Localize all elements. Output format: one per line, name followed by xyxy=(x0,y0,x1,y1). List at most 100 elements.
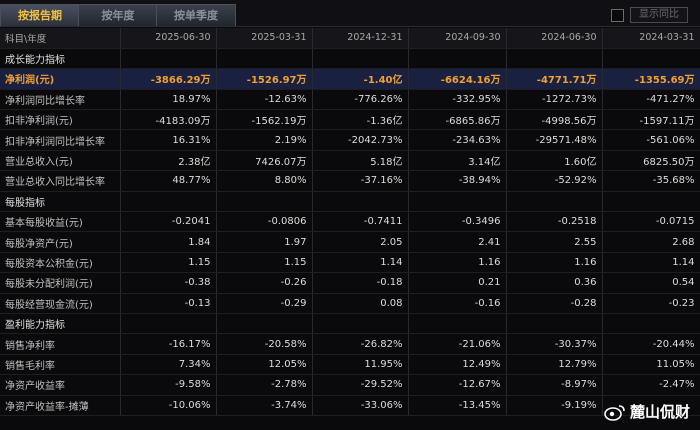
table-cell xyxy=(120,191,217,213)
table-row[interactable]: 营业总收入(元) 2.38亿 7426.07万 5.18亿 3.14亿 1.60亿 6825… xyxy=(0,150,700,172)
table-cell: 1.60亿 xyxy=(506,150,603,172)
table-cell: 12.05% xyxy=(216,354,313,376)
table-cell: 0.36 xyxy=(506,272,603,294)
table-cell: 1.97 xyxy=(216,231,313,253)
tab-by-report-period[interactable]: 按报告期 xyxy=(0,4,80,26)
table-row[interactable]: 扣非净利润(元) -4183.09万 -1562.19万 -1.36亿 -6865.86… xyxy=(0,109,700,131)
table-cell: -20.44% xyxy=(602,333,700,355)
table-cell: -0.38 xyxy=(120,272,217,294)
row-label: 销售净利率 xyxy=(0,333,121,355)
table-row[interactable]: 净利润(元) -3866.29万 -1526.97万 -1.40亿 -6624.16万 -… xyxy=(0,68,700,90)
table-cell: 2.38亿 xyxy=(120,150,217,172)
table-row[interactable]: 销售净利率 -16.17% -20.58% -26.82% -21.06% -30.37%… xyxy=(0,333,700,355)
table-cell: 1.84 xyxy=(120,231,217,253)
table-cell: -37.16% xyxy=(312,170,409,192)
table-cell: -0.29 xyxy=(216,293,313,314)
table-cell: -1355.69万 xyxy=(602,68,700,90)
table-row[interactable]: 基本每股收益(元) -0.2041 -0.0806 -0.7411 -0.3496 -0.… xyxy=(0,211,700,233)
row-label: 每股资本公积金(元) xyxy=(0,252,121,274)
table-row[interactable]: 营业总收入同比增长率 48.77% 8.80% -37.16% -38.94% -52.9… xyxy=(0,170,700,192)
table-cell: -33.06% xyxy=(312,395,409,416)
header-period[interactable]: 2024-12-31 xyxy=(312,28,409,49)
table-cell: 0.54 xyxy=(602,272,700,294)
row-label: 基本每股收益(元) xyxy=(0,211,121,233)
header-period[interactable]: 2025-06-30 xyxy=(120,28,217,49)
section-label: 成长能力指标 xyxy=(0,48,121,70)
table-cell xyxy=(408,191,507,213)
section-label: 每股指标 xyxy=(0,191,121,213)
table-row[interactable]: 净资产收益率-摊薄 -10.06% -3.74% -33.06% -13.45% -9.1… xyxy=(0,395,700,416)
table-row[interactable]: 净利润同比增长率 18.97% -12.63% -776.26% -332.95% -12… xyxy=(0,89,700,111)
table-cell: -3.74% xyxy=(216,395,313,416)
table-cell: 3.14亿 xyxy=(408,150,507,172)
table-cell xyxy=(408,313,507,335)
weibo-icon xyxy=(604,404,625,421)
table-cell: -29.52% xyxy=(312,374,409,396)
table-cell: -9.58% xyxy=(120,374,217,396)
table-cell: 1.16 xyxy=(506,252,603,274)
row-label: 净资产收益率-摊薄 xyxy=(0,395,121,416)
table-cell xyxy=(120,48,217,70)
table-cell: -0.13 xyxy=(120,293,217,314)
table-cell: 0.08 xyxy=(312,293,409,314)
table-cell: -30.37% xyxy=(506,333,603,355)
header-period[interactable]: 2024-09-30 xyxy=(408,28,507,49)
table-cell xyxy=(120,313,217,335)
table-cell: 7426.07万 xyxy=(216,150,313,172)
table-cell xyxy=(602,313,700,335)
yoy-checkbox[interactable] xyxy=(611,8,624,22)
table-row[interactable]: 每股净资产(元) 1.84 1.97 2.05 2.41 2.55 2.68 xyxy=(0,231,700,253)
table-cell: 6825.50万 xyxy=(602,150,700,172)
table-cell: -26.82% xyxy=(312,333,409,355)
section-label: 盈利能力指标 xyxy=(0,313,121,335)
table-cell: 5.18亿 xyxy=(312,150,409,172)
table-cell: -471.27% xyxy=(602,89,700,111)
table-cell: -20.58% xyxy=(216,333,313,355)
row-label: 每股经营现金流(元) xyxy=(0,293,121,314)
yoy-label[interactable]: 显示同比 xyxy=(630,7,688,23)
table-cell: -0.18 xyxy=(312,272,409,294)
table-cell: -0.23 xyxy=(602,293,700,314)
row-label: 营业总收入同比增长率 xyxy=(0,170,121,192)
row-label: 每股净资产(元) xyxy=(0,231,121,253)
table-cell: -1597.11万 xyxy=(602,109,700,131)
table-row[interactable]: 销售毛利率 7.34% 12.05% 11.95% 12.49% 12.79% 11.05% xyxy=(0,354,700,376)
table-cell: -0.3496 xyxy=(408,211,507,233)
table-row[interactable]: 每股经营现金流(元) -0.13 -0.29 0.08 -0.16 -0.28 -0.23 xyxy=(0,293,700,314)
table-cell: -0.0715 xyxy=(602,211,700,233)
table-cell: -0.2041 xyxy=(120,211,217,233)
table-row[interactable]: 每股资本公积金(元) 1.15 1.15 1.14 1.16 1.16 1.14 xyxy=(0,252,700,274)
table-row[interactable]: 扣非净利润同比增长率 16.31% 2.19% -2042.73% -234.63% -2… xyxy=(0,129,700,151)
tab-by-quarter[interactable]: 按单季度 xyxy=(156,4,236,26)
section-header-row[interactable]: 每股指标 xyxy=(0,191,700,213)
table-cell: 8.80% xyxy=(216,170,313,192)
table-row[interactable]: 净资产收益率 -9.58% -2.78% -29.52% -12.67% -8.97% -2… xyxy=(0,374,700,396)
table-row[interactable]: 每股未分配利润(元) -0.38 -0.26 -0.18 0.21 0.36 0.54 xyxy=(0,272,700,294)
table-cell: -4771.71万 xyxy=(506,68,603,90)
tab-by-year[interactable]: 按年度 xyxy=(78,4,158,26)
row-label: 每股未分配利润(元) xyxy=(0,272,121,294)
section-header-row[interactable]: 成长能力指标 xyxy=(0,48,700,70)
table-cell xyxy=(312,48,409,70)
table-cell xyxy=(602,191,700,213)
yoy-toggle[interactable]: 显示同比 xyxy=(611,7,688,23)
watermark-text: 麓山侃财 xyxy=(629,403,690,421)
table-cell: -2.47% xyxy=(602,374,700,396)
table-cell: 1.14 xyxy=(602,252,700,274)
table-cell: 1.16 xyxy=(408,252,507,274)
section-header-row[interactable]: 盈利能力指标 xyxy=(0,313,700,335)
header-period[interactable]: 2025-03-31 xyxy=(216,28,313,49)
table-cell: -0.16 xyxy=(408,293,507,314)
header-period[interactable]: 2024-06-30 xyxy=(506,28,603,49)
table-cell: -13.45% xyxy=(408,395,507,416)
table-cell xyxy=(602,48,700,70)
table-cell: 2.68 xyxy=(602,231,700,253)
header-period[interactable]: 2024-03-31 xyxy=(602,28,700,49)
table-cell: 16.31% xyxy=(120,129,217,151)
table-cell: 18.97% xyxy=(120,89,217,111)
table-cell: 2.05 xyxy=(312,231,409,253)
header-subject: 科目\年度 xyxy=(0,28,121,49)
table-cell: 2.41 xyxy=(408,231,507,253)
table-cell: -2.78% xyxy=(216,374,313,396)
table-cell: -1.36亿 xyxy=(312,109,409,131)
